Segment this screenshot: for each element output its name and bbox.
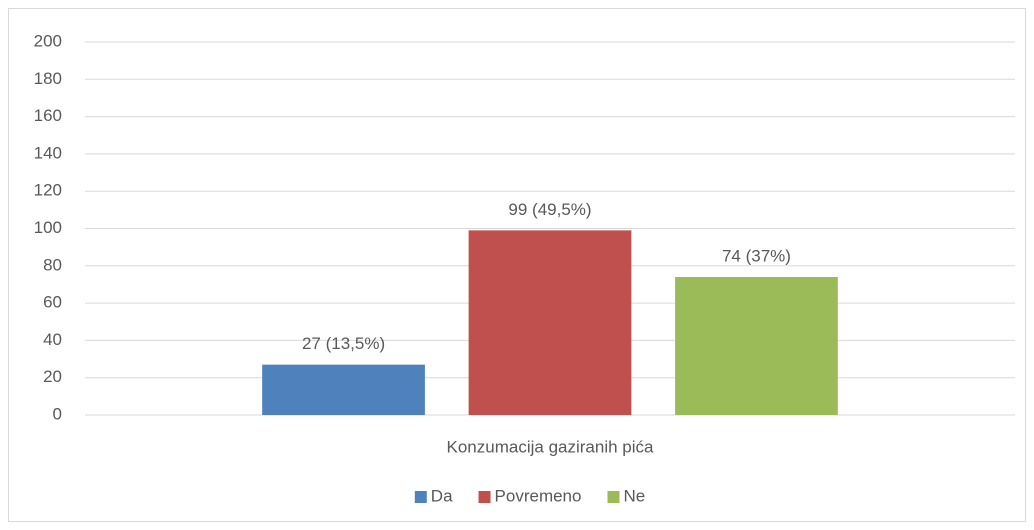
y-tick-label: 40 — [43, 330, 62, 349]
y-tick-label: 80 — [43, 255, 62, 274]
y-tick-label: 200 — [34, 31, 62, 50]
bar — [262, 364, 425, 415]
legend-swatch — [478, 491, 491, 503]
legend-label: Povremeno — [495, 486, 582, 505]
y-tick-label: 20 — [43, 367, 62, 386]
y-tick-label: 160 — [34, 106, 62, 125]
bar — [675, 276, 838, 415]
value-label: 99 (49,5%) — [508, 200, 591, 219]
bar — [468, 230, 632, 415]
y-tick-label: 0 — [53, 404, 62, 423]
y-tick-label: 100 — [34, 218, 62, 237]
x-tick-label: Konzumacija gaziranih pića — [447, 437, 654, 456]
y-tick-label: 180 — [34, 69, 62, 88]
legend-label: Da — [431, 486, 453, 505]
legend-swatch — [414, 491, 427, 503]
y-tick-label: 120 — [34, 181, 62, 200]
legend-label: Ne — [623, 486, 645, 505]
y-tick-label: 60 — [43, 293, 62, 312]
value-label: 27 (13,5%) — [302, 334, 385, 353]
y-tick-label: 140 — [34, 143, 62, 162]
legend-swatch — [607, 491, 620, 503]
value-label: 74 (37%) — [722, 246, 791, 265]
